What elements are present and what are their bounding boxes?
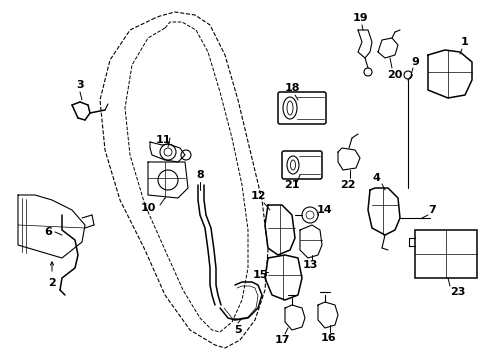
Text: 18: 18 [284,83,299,93]
Text: 12: 12 [250,191,265,201]
Text: 2: 2 [48,278,56,288]
Text: 6: 6 [44,227,52,237]
Text: 10: 10 [140,203,155,213]
Text: 15: 15 [252,270,267,280]
Text: 17: 17 [274,335,289,345]
Text: 13: 13 [302,260,317,270]
Text: 16: 16 [320,333,335,343]
Text: 23: 23 [449,287,465,297]
Text: 3: 3 [76,80,83,90]
Text: 22: 22 [340,180,355,190]
Text: 5: 5 [234,325,242,335]
Text: 4: 4 [371,173,379,183]
Text: 1: 1 [460,37,468,47]
Text: 14: 14 [317,205,332,215]
Text: 21: 21 [284,180,299,190]
Text: 9: 9 [410,57,418,67]
Text: 20: 20 [386,70,402,80]
Text: 11: 11 [155,135,170,145]
Text: 8: 8 [196,170,203,180]
Text: 19: 19 [351,13,367,23]
Text: 7: 7 [427,205,435,215]
